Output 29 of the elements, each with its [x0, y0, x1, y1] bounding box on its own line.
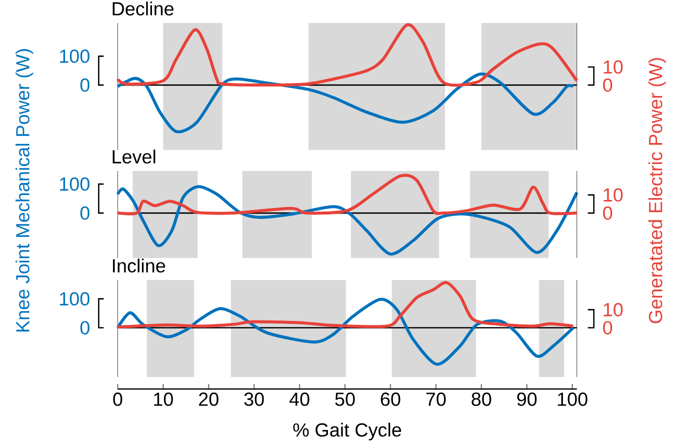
x-tick-label: 10 — [154, 392, 173, 406]
x-tick-label: 50 — [335, 392, 355, 406]
y2-tick-label: 10 — [604, 188, 623, 202]
y2-tick-label: 0 — [603, 78, 612, 92]
y-tick-label: 0 — [80, 321, 90, 334]
y2-tick-label: 0 — [603, 206, 612, 220]
y2-axis-title: Generatated Electric Power (W) — [648, 58, 666, 324]
x-tick-label: 40 — [289, 392, 310, 406]
chart-title: Level — [112, 150, 156, 164]
x-tick-label: 0 — [113, 392, 122, 406]
y-tick-label: 100 — [60, 292, 90, 306]
x-axis-title: % Gait Cycle — [293, 422, 402, 440]
x-tick-label: 30 — [244, 392, 264, 406]
x-tick-label: 20 — [199, 392, 218, 406]
x-tick-label: 60 — [380, 392, 400, 406]
y-tick-label: 100 — [60, 177, 90, 191]
chart-title: Incline — [112, 258, 166, 273]
x-tick-label: 100 — [558, 392, 588, 406]
y-axis-title: Knee Joint Mechanical Power (W) — [16, 49, 34, 332]
y2-tick-label: 10 — [604, 302, 623, 316]
y-tick-label: 0 — [80, 206, 90, 220]
y2-tick-label: 10 — [604, 60, 623, 74]
x-tick-label: 90 — [517, 392, 537, 406]
y2-tick-label: 0 — [603, 321, 612, 334]
y-tick-label: 0 — [80, 78, 90, 92]
x-tick-label: 80 — [472, 392, 492, 406]
x-tick-label: 70 — [426, 392, 446, 406]
chart-title: Decline — [112, 2, 174, 16]
y-tick-label: 100 — [60, 49, 90, 63]
